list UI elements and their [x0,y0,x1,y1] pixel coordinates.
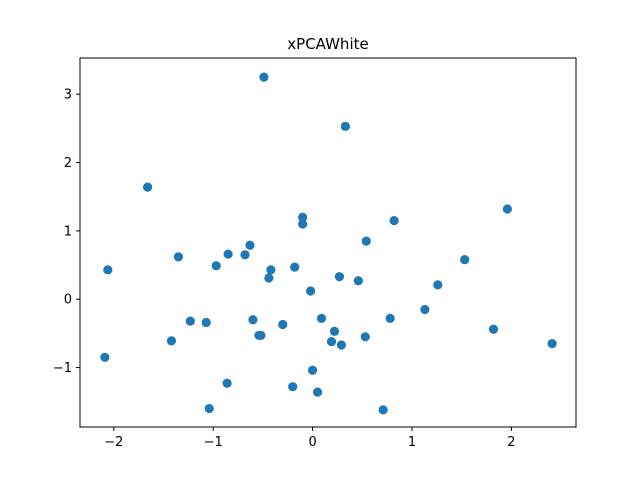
data-point [103,265,113,275]
data-point [433,280,443,290]
y-tick-label: 3 [64,88,72,103]
data-point [278,319,288,330]
x-tick-label: −2 [104,435,123,450]
data-point [100,352,110,362]
y-tick-label: 0 [64,293,72,308]
x-tick-label: 2 [507,435,515,450]
data-point [204,403,214,414]
y-tick-label: −1 [53,361,72,376]
data-point [389,216,399,226]
x-axis-ticks: −2 −1 0 1 2 [104,427,516,450]
data-point [385,313,395,323]
data-points [100,72,557,415]
x-tick-label: 1 [408,435,416,450]
y-tick-label: 1 [64,224,72,239]
data-point [307,365,318,375]
data-point [334,272,345,282]
data-point [488,324,499,334]
data-point [326,336,337,347]
data-point [298,219,308,229]
data-point [211,261,221,271]
data-point [378,405,388,415]
data-point [502,204,513,214]
x-tick-label: 0 [308,435,316,450]
data-point [185,316,195,326]
data-point [288,382,298,392]
chart-title: xPCAWhite [287,35,368,53]
data-point [336,340,347,350]
data-point [353,276,363,286]
data-point [290,262,300,272]
x-tick-label: −1 [204,435,223,450]
data-point [361,236,371,246]
data-point [329,326,340,336]
data-point [256,330,266,341]
data-point [223,249,233,259]
y-tick-label: 2 [64,156,72,171]
data-point [264,273,274,283]
data-point [547,339,557,349]
data-point [259,72,269,82]
data-point [240,250,250,260]
data-point [245,240,255,250]
data-point [312,387,323,397]
data-point [142,182,153,192]
data-point [298,212,308,222]
data-point [248,315,258,325]
data-point [306,286,316,296]
data-point [460,254,470,265]
y-axis-ticks: −1 0 1 2 3 [53,88,80,376]
data-point [266,265,276,275]
data-point [173,252,183,262]
data-point [316,313,327,323]
plot-area-frame [79,57,577,428]
data-point [340,121,350,131]
data-point [166,336,177,346]
data-point [360,332,370,342]
data-point [222,378,232,388]
data-point [420,304,430,315]
data-point [201,317,211,328]
